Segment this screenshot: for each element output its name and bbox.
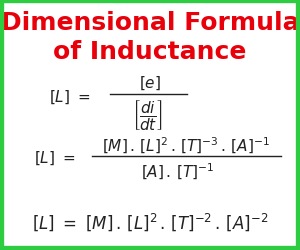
Text: $\left[\dfrac{di}{dt}\right]$: $\left[\dfrac{di}{dt}\right]$ <box>132 97 163 131</box>
Text: $[L]\ =$: $[L]\ =$ <box>49 89 90 106</box>
Text: $[M]\,.\,[L]^{2}\,.\,[T]^{-3}\,.\,[A]^{-1}$: $[M]\,.\,[L]^{2}\,.\,[T]^{-3}\,.\,[A]^{-… <box>102 136 270 156</box>
Text: of Inductance: of Inductance <box>53 40 247 64</box>
Text: $[A]\,.\,[T]^{-1}$: $[A]\,.\,[T]^{-1}$ <box>141 161 214 181</box>
Text: $[L]\ =\ [M]\,.\,[L]^{2}\,.\,[T]^{-2}\,.\,[A]^{-2}$: $[L]\ =\ [M]\,.\,[L]^{2}\,.\,[T]^{-2}\,.… <box>32 210 268 232</box>
Text: $[L]\ =$: $[L]\ =$ <box>34 149 76 166</box>
Text: Dimensional Formula: Dimensional Formula <box>1 11 299 35</box>
Text: $[e]$: $[e]$ <box>139 74 161 92</box>
